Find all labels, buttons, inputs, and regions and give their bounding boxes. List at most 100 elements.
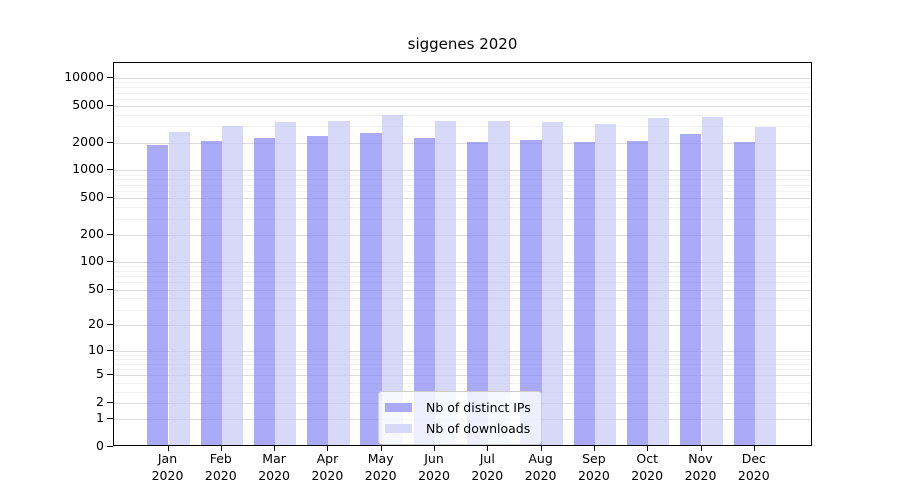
major-gridline [114, 170, 811, 172]
x-tick-mark [434, 446, 435, 451]
minor-gridline [114, 179, 811, 181]
x-tick-label: Feb 2020 [204, 451, 237, 483]
chart-title: siggenes 2020 [407, 35, 518, 53]
y-tick-mark [107, 104, 113, 106]
minor-gridline [114, 363, 811, 365]
bar-nb-of-downloads-nov-2020 [701, 117, 723, 445]
y-tick-mark [107, 169, 113, 171]
bar-nb-of-downloads-oct-2020 [648, 117, 670, 445]
y-tick-label: 50 [88, 280, 104, 296]
x-tick-mark [593, 446, 595, 451]
major-gridline [114, 325, 811, 327]
bar-nb-of-distinct-ips-sep-2020 [573, 141, 595, 445]
x-tick-label: Apr 2020 [311, 451, 344, 483]
major-gridline [114, 262, 811, 264]
minor-gridline [114, 298, 811, 300]
minor-gridline [114, 354, 811, 356]
minor-gridline [114, 266, 811, 268]
y-tick-mark [107, 288, 113, 290]
y-tick-label: 200 [80, 225, 104, 241]
bar-nb-of-downloads-jun-2020 [435, 121, 457, 445]
x-tick-label: May 2020 [364, 451, 397, 483]
bar-nb-of-distinct-ips-dec-2020 [733, 141, 755, 445]
minor-gridline [114, 207, 811, 208]
y-tick-label: 10000 [64, 69, 104, 85]
bar-nb-of-distinct-ips-jan-2020 [147, 144, 169, 445]
legend-label-distinct-ips: Nb of distinct IPs [426, 400, 531, 415]
bar-nb-of-downloads-feb-2020 [221, 125, 244, 445]
minor-gridline [114, 218, 811, 220]
bar-nb-of-downloads-jul-2020 [488, 121, 510, 445]
x-tick-label: Jun 2020 [418, 451, 450, 483]
minor-gridline [114, 98, 811, 100]
x-tick-label: Nov 2020 [684, 451, 717, 483]
y-tick-label: 5 [96, 366, 104, 382]
x-tick-mark [274, 446, 276, 451]
x-tick-mark [540, 446, 542, 451]
y-tick-label: 5000 [72, 96, 104, 112]
bar-nb-of-downloads-aug-2020 [541, 122, 563, 445]
bar-nb-of-downloads-sep-2020 [594, 124, 617, 445]
minor-gridline [114, 184, 811, 186]
bar-nb-of-distinct-ips-mar-2020 [253, 137, 276, 445]
legend-swatch-downloads [385, 424, 412, 433]
y-tick-mark [107, 402, 113, 403]
legend-label-downloads: Nb of downloads [426, 421, 531, 436]
plot-area: Nb of distinct IPs Nb of downloads [113, 62, 812, 446]
minor-gridline [114, 282, 811, 284]
legend: Nb of distinct IPs Nb of downloads [378, 391, 542, 445]
y-tick-mark [107, 197, 113, 199]
bar-nb-of-downloads-apr-2020 [328, 120, 350, 445]
minor-gridline [114, 276, 811, 278]
minor-gridline [114, 174, 811, 176]
major-gridline [114, 142, 811, 144]
y-tick-label: 1 [96, 410, 104, 426]
x-tick-label: Jul 2020 [471, 451, 504, 483]
y-tick-mark [107, 77, 113, 79]
y-tick-mark [107, 261, 113, 263]
bar-nb-of-downloads-jan-2020 [168, 131, 190, 445]
x-tick-mark [753, 446, 755, 451]
bar-nb-of-distinct-ips-nov-2020 [680, 134, 702, 445]
x-tick-label: Sep 2020 [577, 451, 610, 483]
bar-nb-of-distinct-ips-may-2020 [360, 132, 382, 445]
legend-item-downloads: Nb of downloads [385, 418, 531, 439]
minor-gridline [114, 114, 811, 116]
y-tick-mark [107, 350, 113, 351]
major-gridline [114, 351, 811, 352]
minor-gridline [114, 309, 811, 311]
y-tick-label: 100 [80, 253, 104, 269]
y-tick-mark [107, 418, 113, 420]
x-tick-mark [487, 446, 489, 451]
legend-item-distinct-ips: Nb of distinct IPs [385, 397, 531, 418]
y-tick-label: 500 [80, 189, 104, 205]
bar-nb-of-downloads-may-2020 [381, 114, 403, 445]
x-tick-mark [327, 446, 329, 451]
minor-gridline [114, 82, 811, 84]
x-tick-label: Oct 2020 [631, 451, 664, 483]
bar-nb-of-distinct-ips-oct-2020 [626, 140, 649, 445]
y-tick-mark [107, 324, 113, 326]
major-gridline [114, 375, 811, 377]
x-tick-mark [647, 446, 649, 451]
bar-nb-of-distinct-ips-aug-2020 [520, 139, 542, 445]
minor-gridline [114, 190, 811, 192]
y-tick-mark [107, 141, 113, 143]
y-tick-mark [107, 446, 113, 447]
y-tick-label: 1000 [72, 161, 104, 177]
major-gridline [114, 289, 811, 291]
bar-nb-of-distinct-ips-feb-2020 [200, 140, 222, 445]
bar-nb-of-downloads-dec-2020 [754, 127, 777, 445]
x-tick-label: Aug 2020 [524, 451, 557, 483]
minor-gridline [114, 369, 811, 371]
minor-gridline [114, 359, 811, 360]
bar-nb-of-downloads-mar-2020 [275, 121, 297, 445]
y-tick-label: 20 [88, 316, 104, 332]
y-tick-label: 2 [96, 394, 104, 409]
legend-swatch-distinct-ips [385, 403, 412, 412]
major-gridline [114, 78, 811, 80]
x-tick-mark [167, 446, 169, 451]
major-gridline [114, 105, 811, 107]
y-tick-mark [107, 374, 113, 376]
y-tick-mark [107, 233, 113, 235]
